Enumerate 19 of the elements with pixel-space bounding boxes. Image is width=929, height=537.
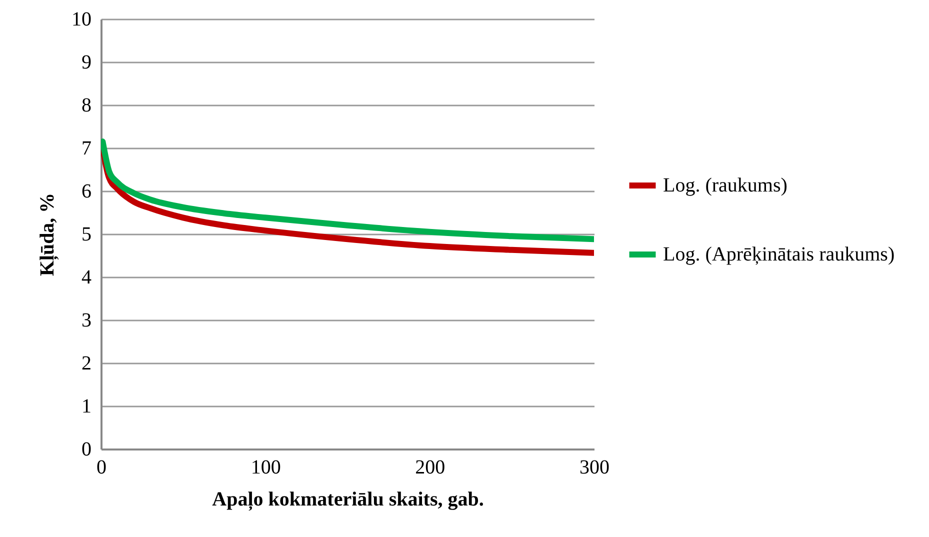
y-tick-label: 2 (82, 352, 92, 374)
y-tick-label: 1 (82, 396, 92, 418)
legend-label: Log. (Aprēķinātais raukums) (663, 244, 895, 266)
y-tick-label: 9 (82, 52, 92, 74)
x-tick-label: 200 (415, 456, 446, 478)
y-tick-label: 10 (72, 8, 92, 30)
y-tick-label: 6 (82, 180, 92, 202)
x-tick-label: 100 (250, 456, 281, 478)
y-tick-label: 4 (82, 266, 92, 288)
y-tick-label: 5 (82, 224, 92, 246)
x-tick-label: 0 (96, 456, 106, 478)
x-axis-title: Apaļo kokmateriālu skaits, gab. (212, 488, 484, 512)
y-axis-title: Kļūda, % (36, 192, 60, 276)
y-tick-label: 3 (82, 310, 92, 332)
legend-label: Log. (raukums) (663, 174, 788, 196)
y-tick-label: 8 (82, 94, 92, 116)
y-tick-label: 0 (82, 438, 92, 460)
x-tick-label: 300 (580, 456, 610, 478)
y-tick-label: 7 (82, 138, 92, 160)
